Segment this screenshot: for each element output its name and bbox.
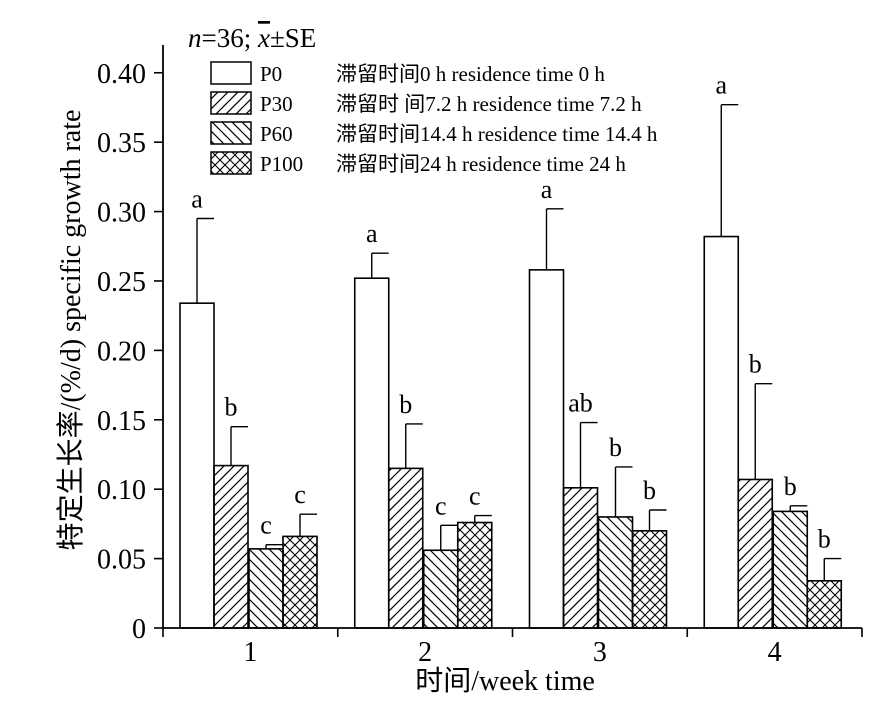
stats-n-value: =36;	[202, 23, 258, 53]
bar-p60-week-2	[422, 549, 459, 629]
bar-p100-week-3	[631, 530, 668, 629]
significance-letter-p60-week-2: c	[435, 491, 447, 520]
significance-letter-p30-week-2: b	[399, 390, 412, 419]
legend-swatch-p60	[210, 121, 252, 145]
y-tick-label: 0.05	[97, 545, 146, 576]
bar-p100-week-1	[282, 535, 318, 629]
significance-letter-p60-week-4: b	[784, 472, 797, 501]
legend-series-label: 滞留时间0 h residence time 0 h	[336, 62, 605, 86]
bar-p100-week-4	[806, 580, 843, 629]
y-tick-label: 0.20	[97, 336, 146, 367]
legend-series-name: P100	[260, 152, 303, 176]
y-tick-label: 0.10	[97, 475, 146, 506]
bar-p0-week-4	[703, 235, 740, 629]
bar-p60-week-1	[248, 548, 284, 629]
significance-letter-p100-week-2: c	[469, 482, 481, 511]
significance-letter-p100-week-4: b	[818, 525, 831, 554]
x-axis-title: 时间/week time	[415, 665, 595, 697]
legend-series-name: P0	[260, 62, 282, 86]
legend-swatch-p100	[210, 151, 252, 175]
legend-series-label: 滞留时 间7.2 h residence time 7.2 h	[336, 92, 642, 116]
y-tick-label: 0.15	[97, 406, 146, 437]
bar-series-group	[179, 235, 843, 629]
y-tick-label: 0.35	[97, 128, 146, 159]
significance-letter-p60-week-3: b	[609, 433, 622, 462]
error-bars-group	[196, 103, 842, 581]
x-tick-label: 3	[593, 637, 607, 668]
bar-p30-week-3	[562, 487, 599, 629]
stats-n-label: n	[188, 23, 202, 53]
x-tick-label: 4	[768, 637, 782, 668]
x-tick-label: 2	[418, 637, 432, 668]
stats-se-label: ±SE	[270, 23, 316, 53]
y-tick-label: 0.30	[97, 198, 146, 229]
significance-letter-p60-week-1: c	[260, 511, 272, 540]
bar-p0-week-2	[353, 277, 390, 629]
y-tick-label: 0	[132, 614, 146, 645]
bar-p30-week-4	[737, 478, 774, 629]
significance-letter-p100-week-3: b	[643, 476, 656, 505]
legend-swatch-p30	[210, 91, 252, 115]
legend-series-name: P60	[260, 122, 293, 146]
significance-letter-p30-week-4: b	[749, 350, 762, 379]
significance-letter-p0-week-1: a	[191, 185, 203, 214]
axes-group: 0 0.05 0.10 0.15 0.20 0.25 0.30 0.35 0.40 1 2 3 4	[97, 45, 863, 668]
stats-mean-symbol: x	[257, 23, 270, 53]
bar-p30-week-1	[213, 464, 249, 629]
legend-series-name: P30	[260, 92, 293, 116]
y-axis-title: 特定生长率/(%/d) specific growth rate	[55, 110, 87, 551]
significance-letter-p0-week-4: a	[715, 71, 727, 100]
significance-letter-p0-week-2: a	[366, 219, 378, 248]
y-tick-label: 0.40	[97, 59, 146, 90]
significance-letter-p30-week-3: ab	[568, 389, 593, 418]
significance-letter-p100-week-1: c	[294, 480, 306, 509]
stats-note: n=36; x±SE	[188, 23, 316, 53]
legend-series-label: 滞留时间24 h residence time 24 h	[336, 152, 626, 176]
significance-letter-p30-week-1: b	[225, 393, 238, 422]
bar-p60-week-4	[772, 510, 809, 629]
bar-p100-week-2	[456, 521, 493, 629]
bar-p60-week-3	[597, 516, 634, 629]
x-tick-label: 1	[243, 637, 257, 668]
legend-series-label: 滞留时间14.4 h residence time 14.4 h	[336, 122, 658, 146]
legend-swatch-p0	[210, 61, 252, 85]
bar-p0-week-3	[528, 269, 565, 629]
y-tick-label: 0.25	[97, 267, 146, 298]
bar-p30-week-2	[387, 467, 424, 629]
significance-letter-p0-week-3: a	[541, 175, 553, 204]
bar-p0-week-1	[179, 302, 215, 629]
legend: P0 滞留时间0 h residence time 0 h P30 滞留时 间7.2 …	[210, 61, 658, 176]
